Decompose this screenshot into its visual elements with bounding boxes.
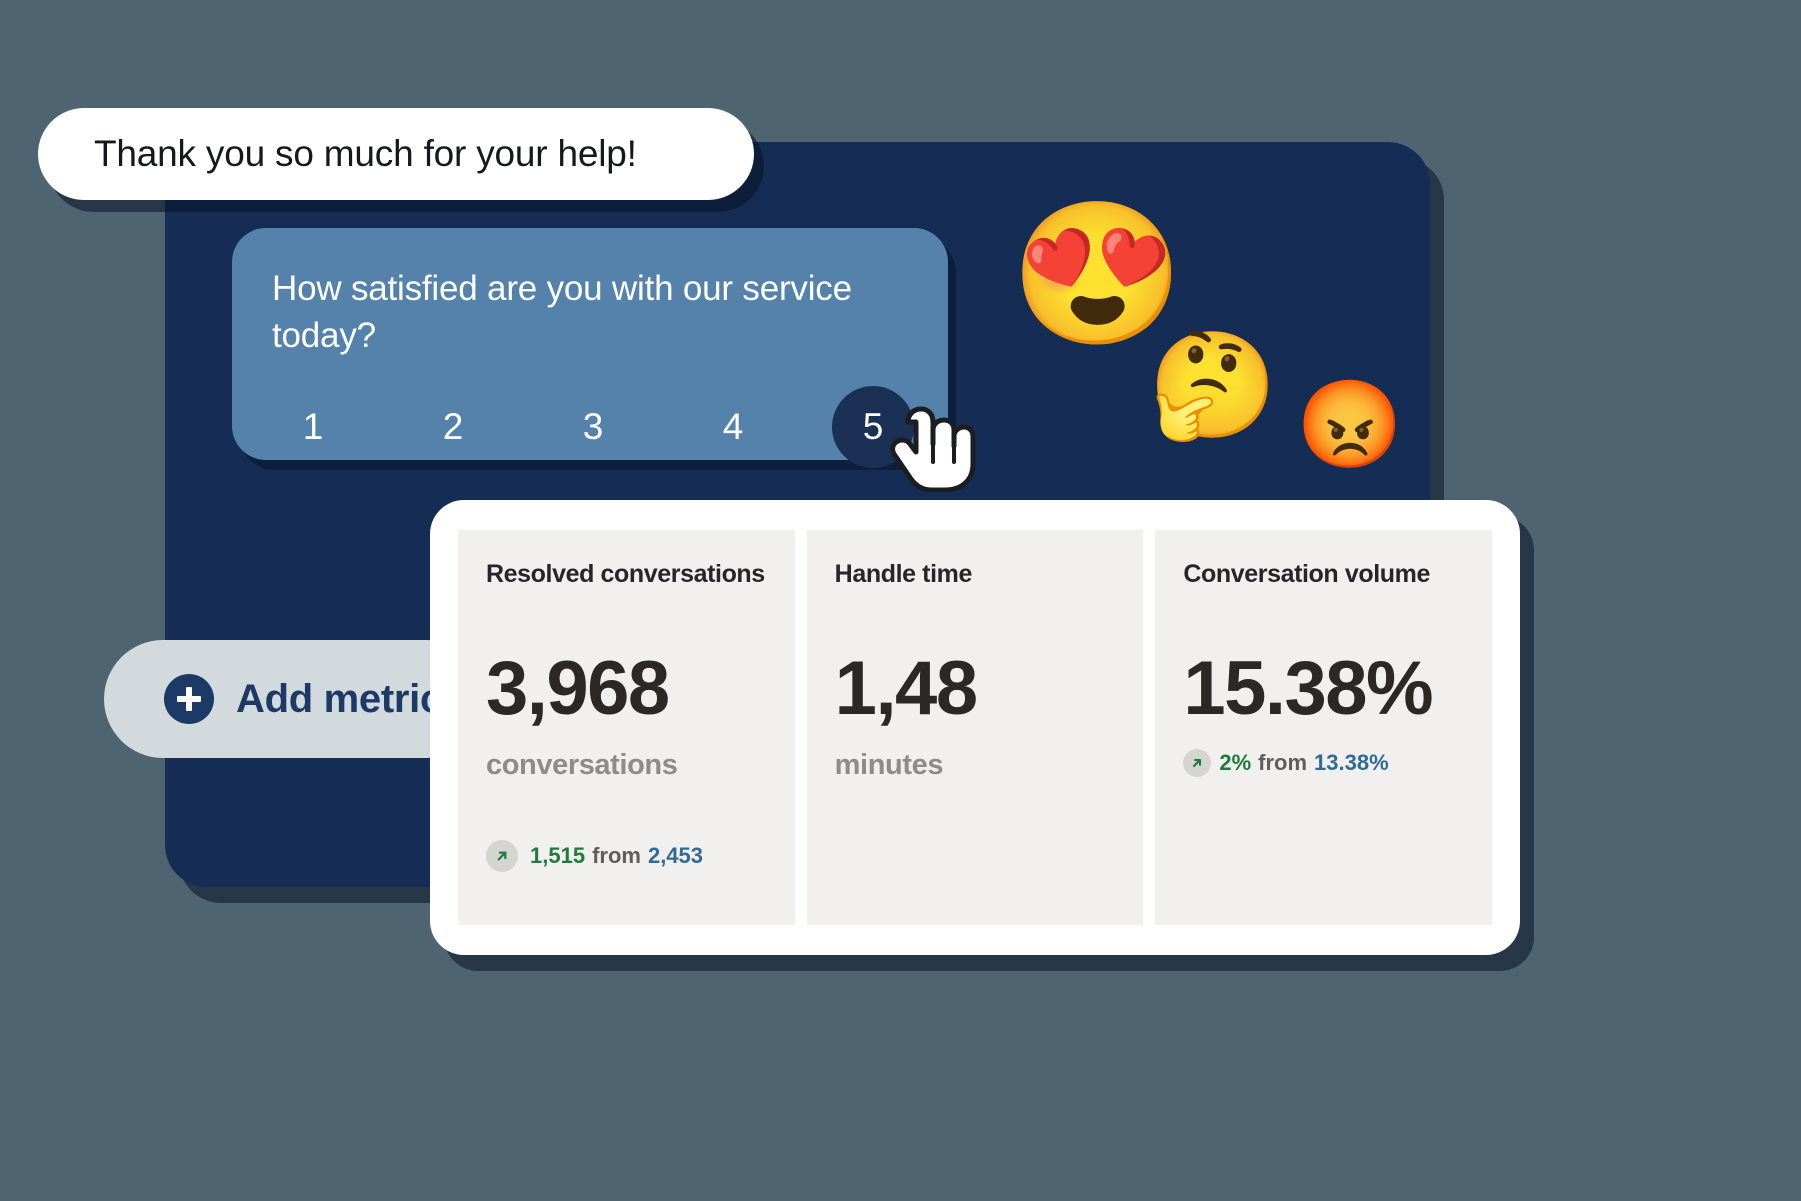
rating-option-4[interactable]: 4 [722,406,744,447]
customer-message-bubble: Thank you so much for your help! [38,108,754,200]
metric-title: Handle time [834,560,973,588]
trend-up-arrow-icon [486,840,518,872]
survey-rating-scale: 1 2 3 4 5 [272,386,914,468]
survey-question-text: How satisfied are you with our service t… [272,269,852,355]
metric-delta-change: 1,515 [530,843,586,868]
metric-unit: minutes [834,749,944,781]
metric-value: 3,968 [486,646,670,731]
metric-delta: 2% from 13.38% [1183,749,1464,777]
angry-face-emoji: 😡 [1296,377,1404,473]
metric-delta-change: 2% [1219,750,1252,775]
rating-option-5-selected[interactable]: 5 [832,386,914,468]
metric-card-conversation-volume[interactable]: Conversation volume 15.38% 2% from 13.38… [1155,530,1493,925]
plus-circle-icon [164,674,214,724]
metric-delta-baseline: 2,453 [647,843,704,868]
metric-title: Conversation volume [1183,560,1430,588]
rating-option-1[interactable]: 1 [302,406,324,447]
rating-option-2[interactable]: 2 [442,406,464,447]
metric-card-handle-time[interactable]: Handle time 1,48 minutes [806,530,1144,925]
trend-up-arrow-icon [1183,749,1212,777]
metric-delta-baseline: 13.38% [1314,750,1389,775]
metric-value: 1,48 [834,646,978,731]
add-metric-button[interactable]: Add metric [104,640,486,758]
satisfaction-survey-card: How satisfied are you with our service t… [232,228,948,468]
smiling-face-with-heart-eyes-emoji: 😍 [1010,195,1185,352]
metrics-panel: Resolved conversations 3,968 conversatio… [430,500,1520,955]
thinking-face-emoji: 🤔 [1148,328,1278,444]
metric-delta: 1,515 from 2,453 [486,840,767,872]
metric-card-resolved-conversations[interactable]: Resolved conversations 3,968 conversatio… [458,530,795,925]
metric-delta-from-label: from [1258,750,1308,775]
customer-message-text: Thank you so much for your help! [94,133,637,174]
rating-option-3[interactable]: 3 [582,406,604,447]
metric-title: Resolved conversations [486,560,765,588]
metric-delta-from-label: from [592,843,641,868]
metric-value: 15.38% [1183,646,1433,731]
add-metric-label: Add metric [236,676,442,721]
metric-unit: conversations [486,749,678,781]
